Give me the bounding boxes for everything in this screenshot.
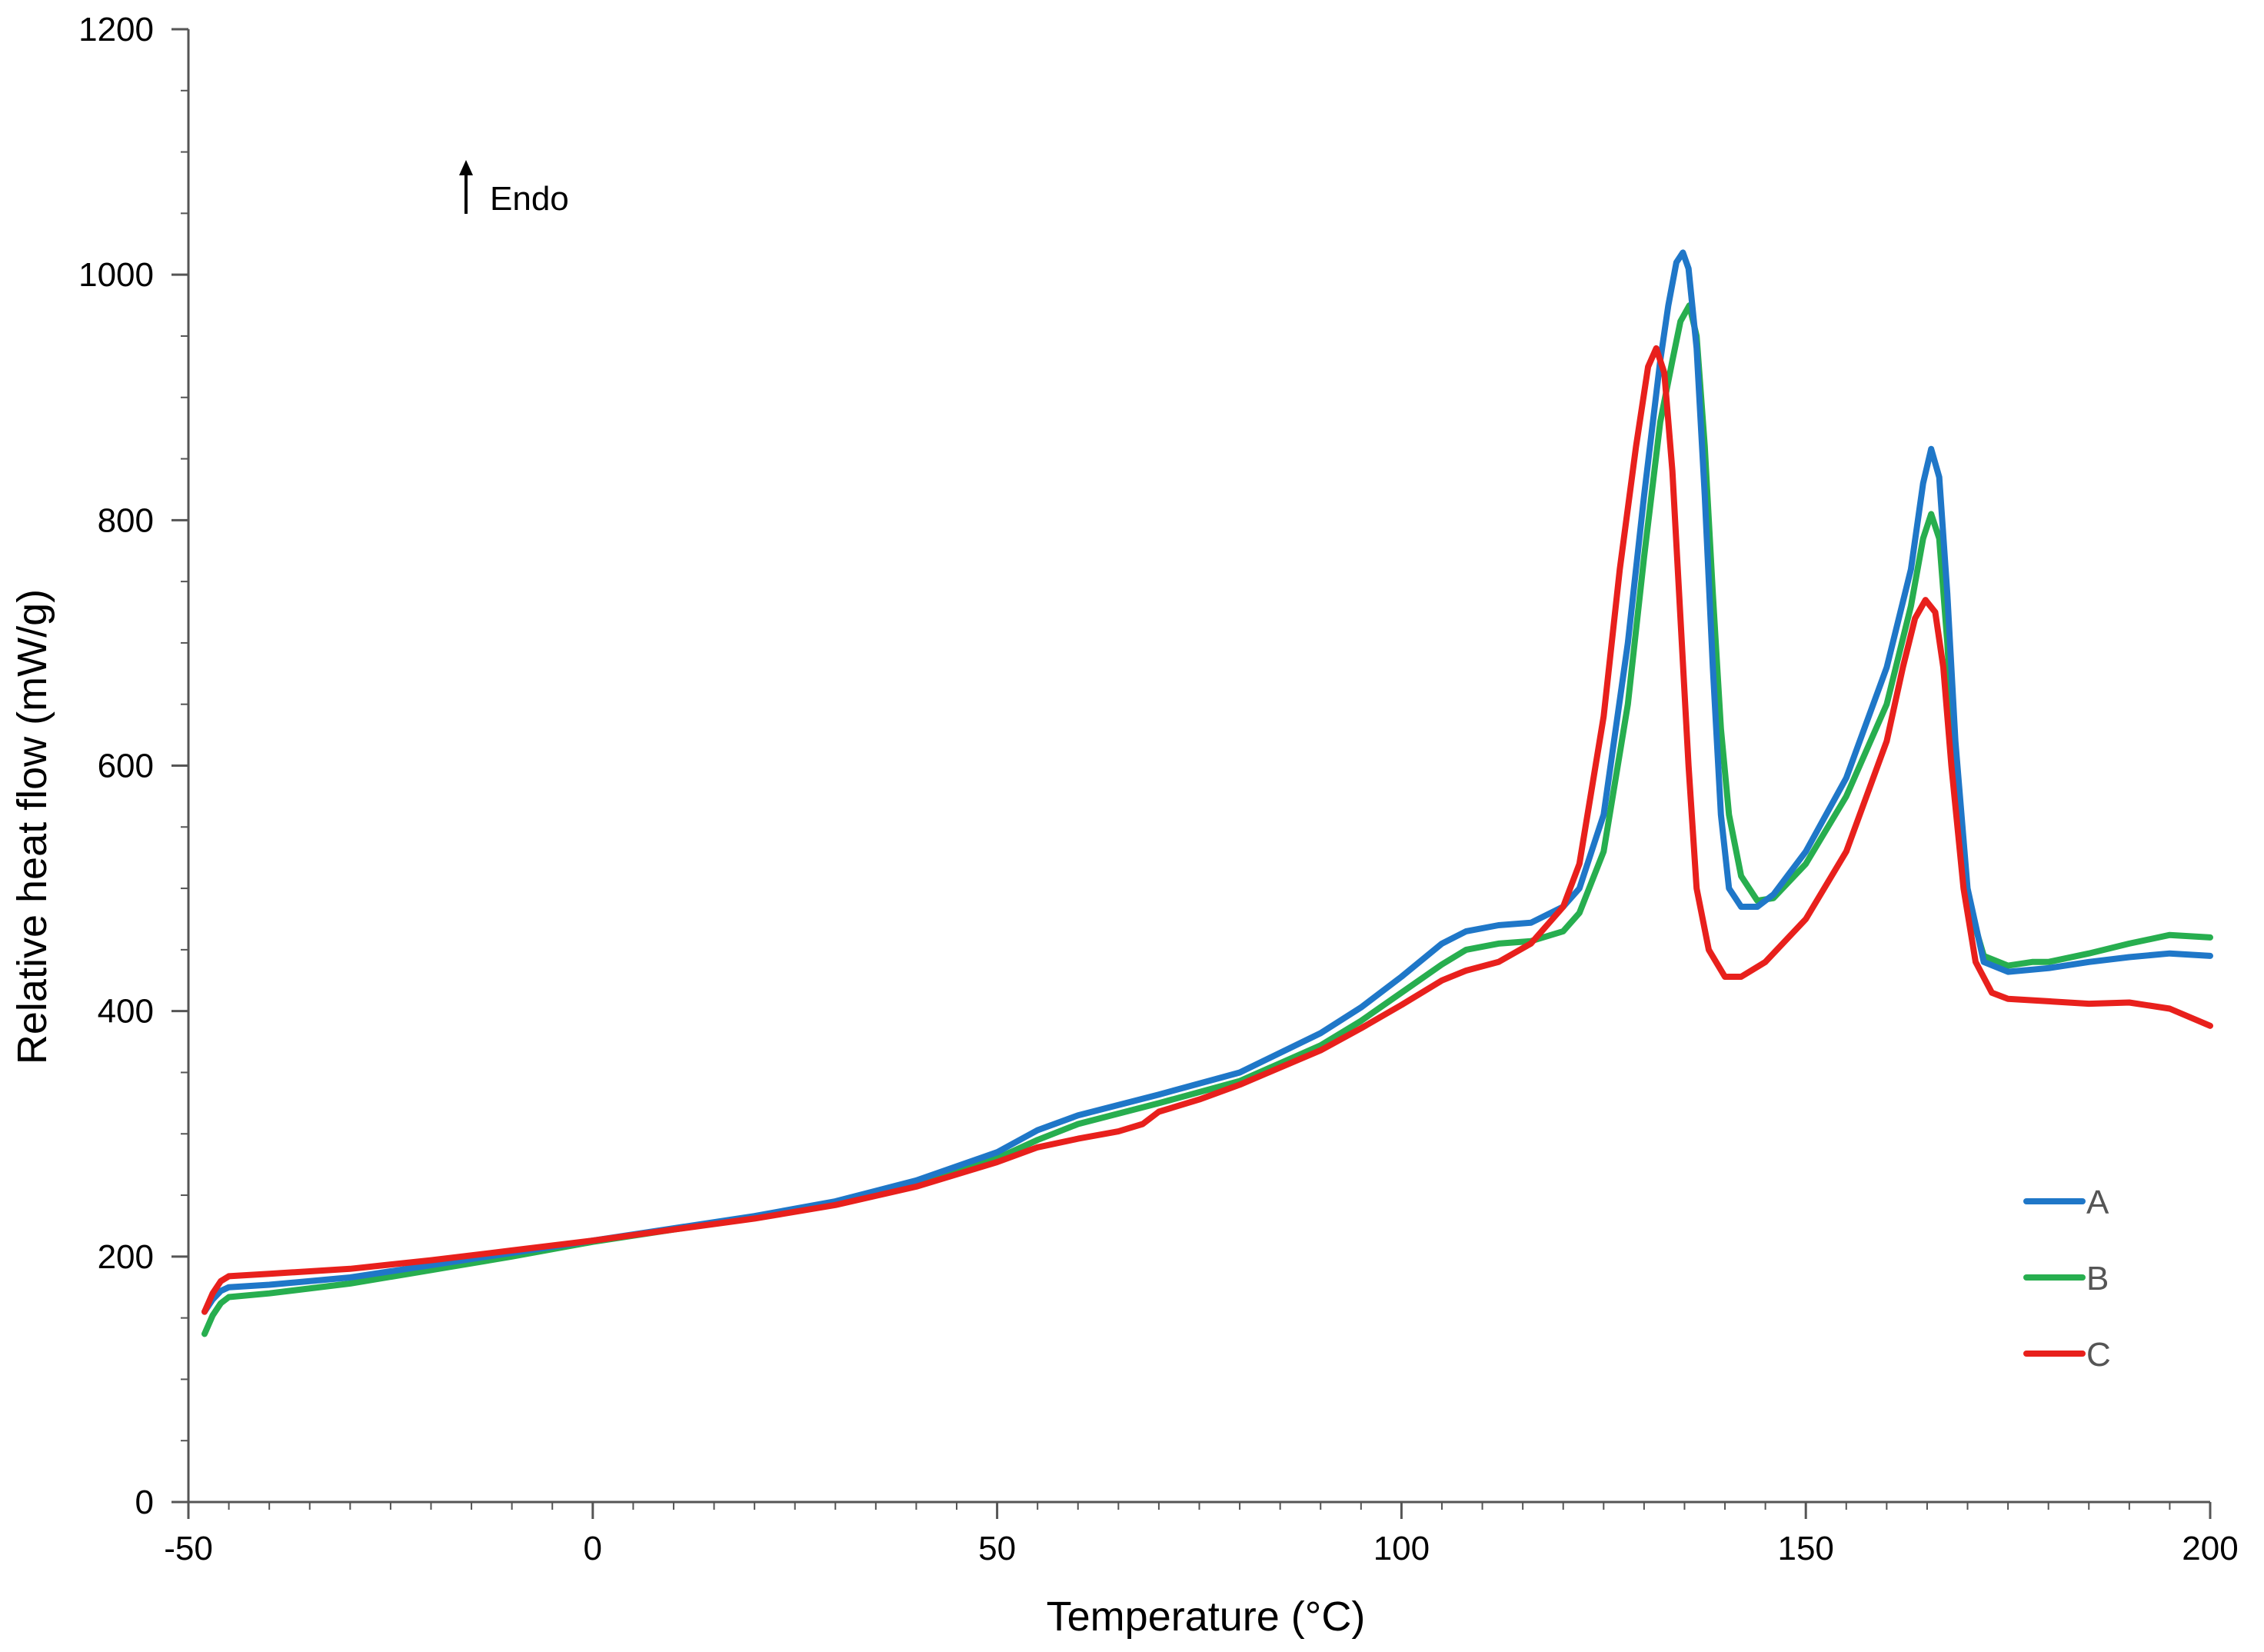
- legend-label-a: A: [2086, 1184, 2109, 1221]
- annotation: Endo: [459, 160, 569, 218]
- x-tick-label: -50: [164, 1530, 213, 1567]
- x-tick-label: 100: [1373, 1530, 1430, 1567]
- series-line-c: [201, 345, 2213, 1315]
- y-tick-label: 0: [135, 1484, 154, 1521]
- y-tick-label: 1000: [78, 256, 154, 294]
- y-tick-label: 400: [98, 993, 154, 1031]
- y-tick-label: 800: [98, 501, 154, 539]
- y-axis-title: Relative heat flow (mW/g): [9, 589, 55, 1064]
- series-line-a: [201, 249, 2213, 1315]
- axes: [171, 28, 2212, 1519]
- x-axis-title: Temperature (°C): [1047, 1594, 1366, 1640]
- legend: A B C: [2023, 1184, 2111, 1374]
- series-line-b: [201, 302, 2213, 1337]
- x-tick-label: 150: [1777, 1530, 1833, 1567]
- x-tick-label: 200: [2182, 1530, 2238, 1567]
- series-layer: [201, 249, 2213, 1337]
- y-tick-label: 600: [98, 748, 154, 785]
- x-tick-label: 0: [584, 1530, 602, 1567]
- legend-label-c: C: [2086, 1336, 2111, 1374]
- endo-label: Endo: [490, 180, 569, 218]
- endo-arrow-icon: [459, 160, 473, 175]
- x-tick-label: 50: [978, 1530, 1016, 1567]
- y-tick-label: 1200: [78, 11, 154, 48]
- y-tick-label: 200: [98, 1238, 154, 1276]
- legend-label-b: B: [2086, 1260, 2109, 1297]
- minor-ticks: [181, 28, 2211, 1510]
- tick-labels: -50 0 50 100 150 200 0 200 400 600 800 1000 1200: [78, 11, 2239, 1567]
